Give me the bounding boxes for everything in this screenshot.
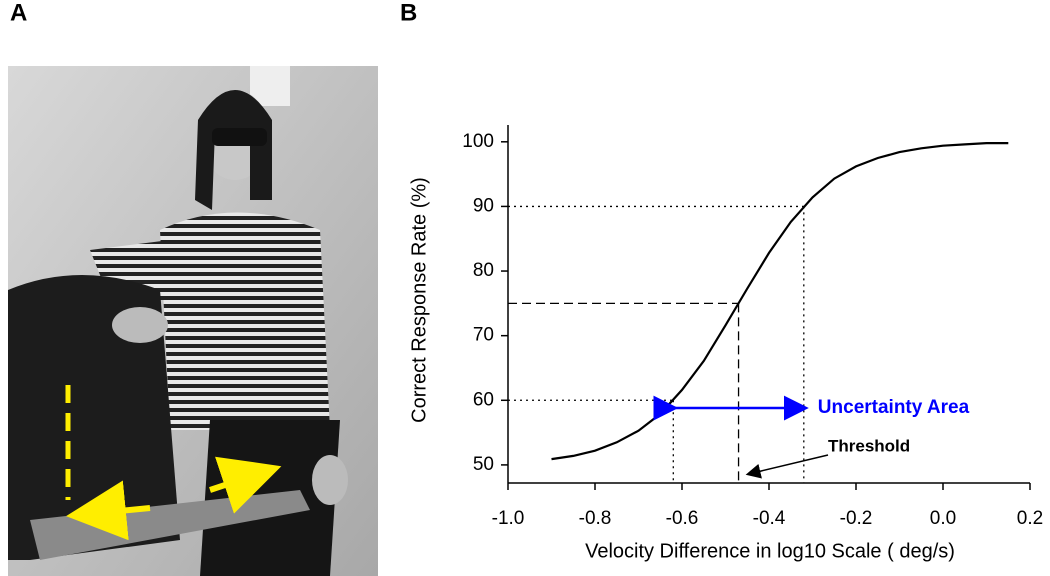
x-tick-label: 0.0 <box>930 508 956 529</box>
y-tick-label: 100 <box>462 131 494 152</box>
y-tick-label: 70 <box>473 325 494 346</box>
y-tick-label: 50 <box>473 454 494 475</box>
panel-label: A <box>10 0 27 26</box>
x-tick-label: -0.6 <box>666 508 699 529</box>
x-axis-title: Velocity Difference in log10 Scale ( deg… <box>585 540 955 562</box>
annotation: Uncertainty Area <box>818 397 970 418</box>
x-tick-label: 0.2 <box>1017 508 1043 529</box>
x-tick-label: -0.2 <box>840 508 873 529</box>
y-tick-label: 80 <box>473 260 494 281</box>
y-tick-label: 90 <box>473 195 494 216</box>
y-tick-label: 60 <box>473 389 494 410</box>
panel-label: B <box>400 0 417 26</box>
curve <box>551 142 1009 461</box>
x-tick-label: -0.4 <box>753 508 786 529</box>
y-axis-title: Correct Response Rate (%) <box>408 177 430 423</box>
x-tick-label: -0.8 <box>579 508 612 529</box>
threshold-arrow <box>745 454 829 479</box>
x-tick-label: -1.0 <box>492 508 525 529</box>
annotation: Threshold <box>828 436 910 455</box>
photo <box>8 66 378 576</box>
